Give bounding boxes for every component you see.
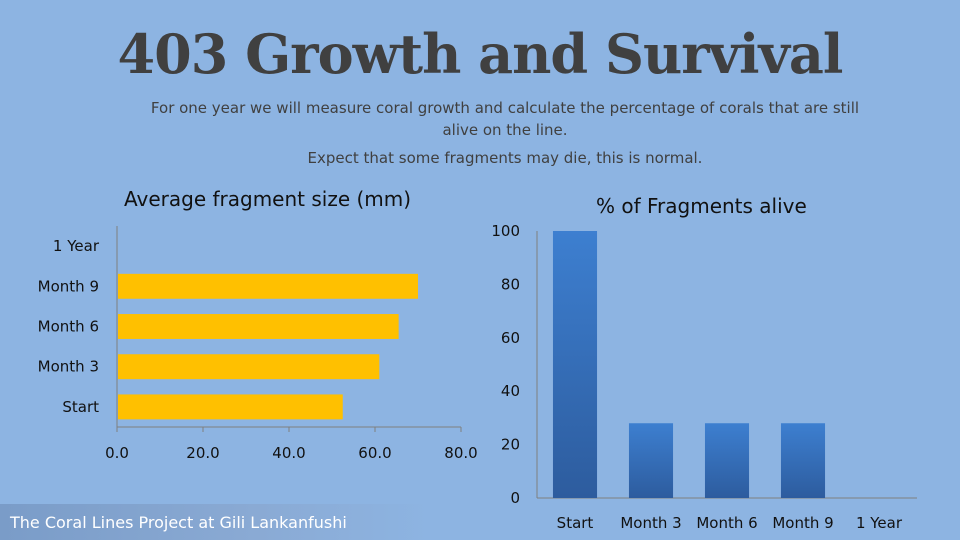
alive-chart-y-tick-label: 100 — [491, 222, 520, 240]
slide-note: Expect that some fragments may die, this… — [307, 149, 703, 167]
slide-title: 403 Growth and Survival — [117, 22, 844, 86]
alive-chart-bar — [552, 231, 598, 498]
alive-chart-y-tick-label: 20 — [501, 436, 520, 454]
alive-chart-category-label: 1 Year — [856, 514, 903, 532]
alive-chart-category-label: Month 3 — [620, 514, 681, 532]
size-chart-bar — [118, 314, 399, 339]
alive-chart-bar — [780, 423, 826, 498]
alive-chart-y-tick-label: 0 — [510, 489, 520, 507]
slide-subtitle: For one year we will measure coral growt… — [150, 99, 860, 139]
size-chart-bar — [118, 394, 343, 420]
size-chart-title: Average fragment size (mm) — [124, 187, 412, 211]
alive-chart-bar — [704, 423, 750, 498]
alive-chart-y-tick-label: 60 — [501, 329, 520, 347]
size-chart-x-tick-label: 40.0 — [272, 444, 305, 462]
size-chart-x-tick-label: 20.0 — [186, 444, 219, 462]
alive-chart-y-tick-label: 40 — [501, 382, 520, 400]
size-chart-category-label: 1 Year — [53, 237, 100, 255]
size-chart-x-tick-label: 80.0 — [444, 444, 477, 462]
size-chart-bar — [118, 354, 380, 380]
alive-chart-title: % of Fragments alive — [596, 194, 807, 218]
alive-chart-y-tick-label: 80 — [501, 275, 520, 293]
alive-chart-category-label: Start — [557, 514, 594, 532]
alive-chart-bar — [628, 423, 674, 498]
alive-chart-category-label: Month 6 — [696, 514, 757, 532]
size-chart-category-label: Month 6 — [38, 318, 99, 336]
size-chart-bar — [118, 273, 418, 299]
size-chart-x-tick-label: 0.0 — [105, 444, 129, 462]
size-chart-x-tick-label: 60.0 — [358, 444, 391, 462]
alive-chart-category-label: Month 9 — [772, 514, 833, 532]
footer-bar: The Coral Lines Project at Gili Lankanfu… — [0, 504, 430, 540]
size-chart-category-label: Start — [62, 398, 99, 416]
size-chart-category-label: Month 9 — [38, 277, 99, 295]
size-chart-category-label: Month 3 — [38, 358, 99, 376]
footer-text: The Coral Lines Project at Gili Lankanfu… — [10, 513, 347, 532]
